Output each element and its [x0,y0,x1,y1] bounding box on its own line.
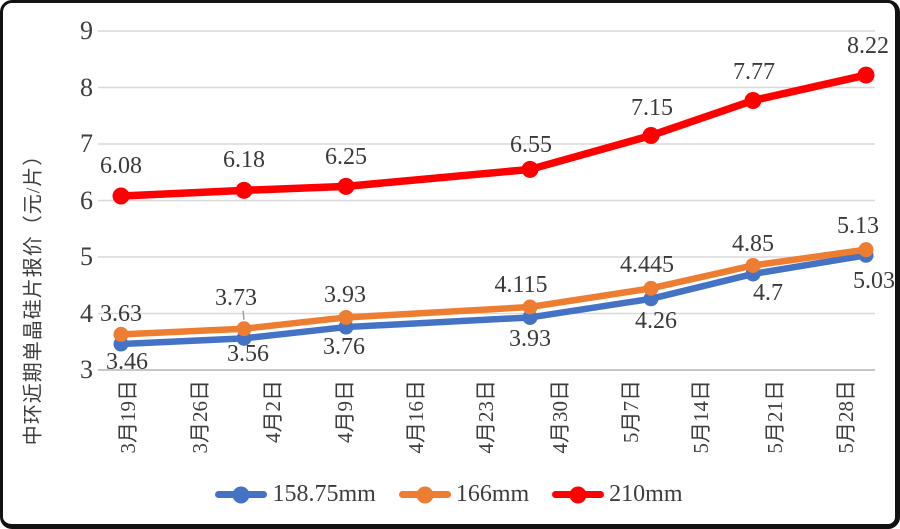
data-label-210mm: 6.25 [325,144,367,171]
data-label-210mm: 7.77 [733,59,775,86]
data-label-210mm: 6.08 [100,152,142,179]
data-point-marker-166mm [338,309,354,325]
data-label-158.75mm: 4.26 [635,307,677,334]
legend-line-icon [552,486,605,503]
data-point-marker-166mm [236,321,252,337]
x-axis-tick-label: 4月16日 [404,380,428,454]
data-label-210mm: 6.18 [223,147,265,174]
data-label-158.75mm: 5.03 [853,268,895,295]
data-point-marker-166mm [522,299,538,315]
legend-label: 158.75mm [272,481,376,507]
data-label-158.75mm: 3.56 [227,341,269,368]
data-label-166mm: 4.445 [620,252,674,279]
y-axis-tick-label: 7 [80,129,93,158]
line-chart-canvas [98,30,875,371]
data-point-marker-210mm [112,187,130,205]
data-label-158.75mm: 3.46 [106,349,148,375]
legend-item-158-75mm: 158.75mm [215,481,376,508]
legend-label: 210mm [609,481,683,507]
legend-dot-icon [232,486,250,503]
data-label-158.75mm: 3.76 [323,334,365,361]
data-label-166mm: 3.63 [100,301,142,328]
chart-legend: 158.75mm 166mm 210mm [3,481,895,508]
data-point-marker-210mm [521,160,539,178]
data-point-marker-210mm [744,91,762,109]
y-axis-tick-label: 5 [80,242,93,271]
x-axis-tick-label: 4月23日 [474,380,498,454]
x-axis-tick-label: 5月7日 [619,380,643,443]
data-label-166mm: 4.85 [732,231,774,258]
x-axis-tick-label: 5月14日 [689,380,713,454]
data-label-210mm: 6.55 [510,132,552,159]
data-point-marker-210mm [235,181,253,199]
chart-labels-layer: 9 8 7 6 5 4 3 3月19日 3月26日 4月2日 4月9日 4月16日 4月23日 4月30日… [3,3,895,524]
x-axis-tick-label: 3月26日 [188,380,212,454]
x-axis-tick-label: 5月21日 [763,380,787,454]
y-axis-tick-label: 6 [80,185,93,215]
data-label-158.75mm: 4.7 [753,279,783,306]
legend-item-210mm: 210mm [552,481,683,508]
data-point-marker-166mm [113,326,129,342]
data-point-marker-166mm [643,280,659,296]
x-axis-tick-label: 5月28日 [834,380,858,454]
data-point-marker-166mm [858,242,874,258]
legend-dot-icon [569,486,587,503]
y-axis-tick-label: 3 [80,355,93,384]
legend-dot-icon [416,486,434,503]
data-point-marker-210mm [642,127,660,145]
data-label-210mm: 8.22 [847,33,889,60]
y-axis-tick-label: 9 [80,16,93,45]
legend-label: 166mm [455,481,530,507]
data-label-166mm: 3.93 [324,282,366,309]
data-point-marker-158.75mm [522,309,538,325]
x-axis-tick-label: 4月30日 [548,380,572,454]
legend-line-icon [215,486,268,503]
data-label-166mm: 3.73 [215,284,257,311]
data-label-leader-line [242,310,245,320]
data-point-marker-158.75mm [643,291,659,307]
y-axis-tick-label: 8 [80,72,93,102]
legend-item-166mm: 166mm [398,481,530,508]
x-axis-tick-label: 4月2日 [261,380,285,443]
data-point-marker-166mm [745,257,761,273]
data-label-166mm: 4.115 [494,272,548,298]
data-point-marker-210mm [337,177,355,195]
x-axis-tick-label: 3月19日 [116,380,140,454]
data-label-166mm: 5.13 [837,212,879,239]
legend-line-icon [398,486,451,503]
y-axis-tick-label: 4 [80,298,93,328]
data-label-158.75mm: 3.93 [509,326,551,353]
data-label-210mm: 7.15 [631,94,673,121]
data-point-marker-210mm [857,66,875,84]
x-axis-tick-label: 4月9日 [333,380,357,443]
